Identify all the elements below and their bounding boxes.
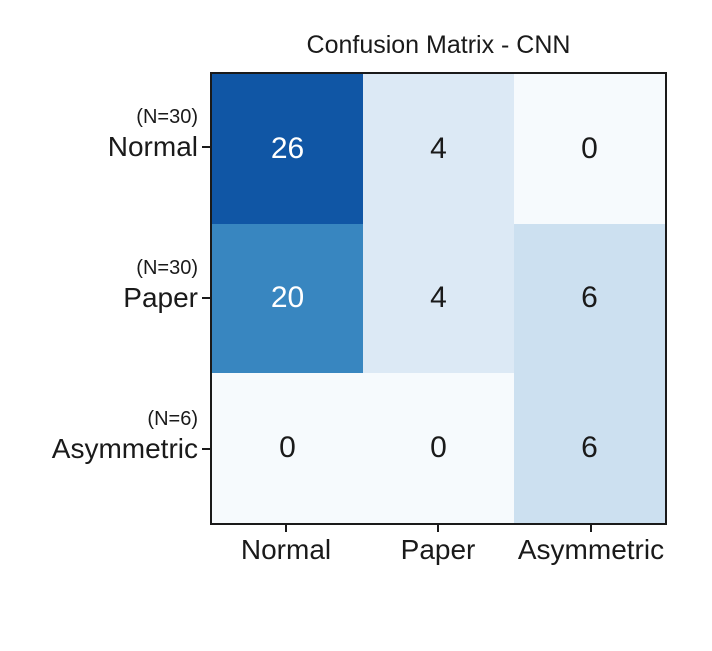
x-axis-label-paper: Paper: [400, 534, 476, 565]
matrix-cell: 6: [514, 373, 665, 523]
row-count-label: (N=30): [136, 257, 198, 279]
x-axis-label-normal: Normal: [240, 534, 332, 565]
y-axis-tick: [202, 448, 210, 450]
matrix-cell: 0: [212, 373, 363, 523]
x-axis-label-asymmetric: Asymmetric: [517, 534, 665, 565]
row-count-label: (N=6): [147, 408, 198, 430]
confusion-matrix-grid: 26 4 0 20 4 6 0 0 6: [210, 72, 667, 525]
row-name-label: Asymmetric: [51, 433, 198, 464]
row-name-label: Paper: [123, 282, 198, 313]
matrix-cell: 0: [514, 74, 665, 224]
matrix-cell: 4: [363, 74, 514, 224]
row-name-label: Normal: [107, 131, 198, 162]
y-axis-tick: [202, 297, 210, 299]
chart-title: Confusion Matrix - CNN: [306, 31, 571, 59]
matrix-cell: 6: [514, 223, 665, 374]
matrix-cell: 20: [212, 223, 363, 374]
y-axis-label-paper: (N=30) Paper: [8, 255, 198, 315]
x-axis-tick: [437, 525, 439, 532]
row-count-label: (N=30): [136, 106, 198, 128]
y-axis-tick: [202, 146, 210, 148]
y-axis-label-normal: (N=30) Normal: [8, 104, 198, 164]
matrix-cell: 4: [363, 223, 514, 374]
matrix-cell: 26: [212, 74, 363, 224]
y-axis-label-asymmetric: (N=6) Asymmetric: [8, 406, 198, 466]
matrix-cell: 0: [363, 373, 514, 523]
x-axis-tick: [590, 525, 592, 532]
x-axis-tick: [285, 525, 287, 532]
